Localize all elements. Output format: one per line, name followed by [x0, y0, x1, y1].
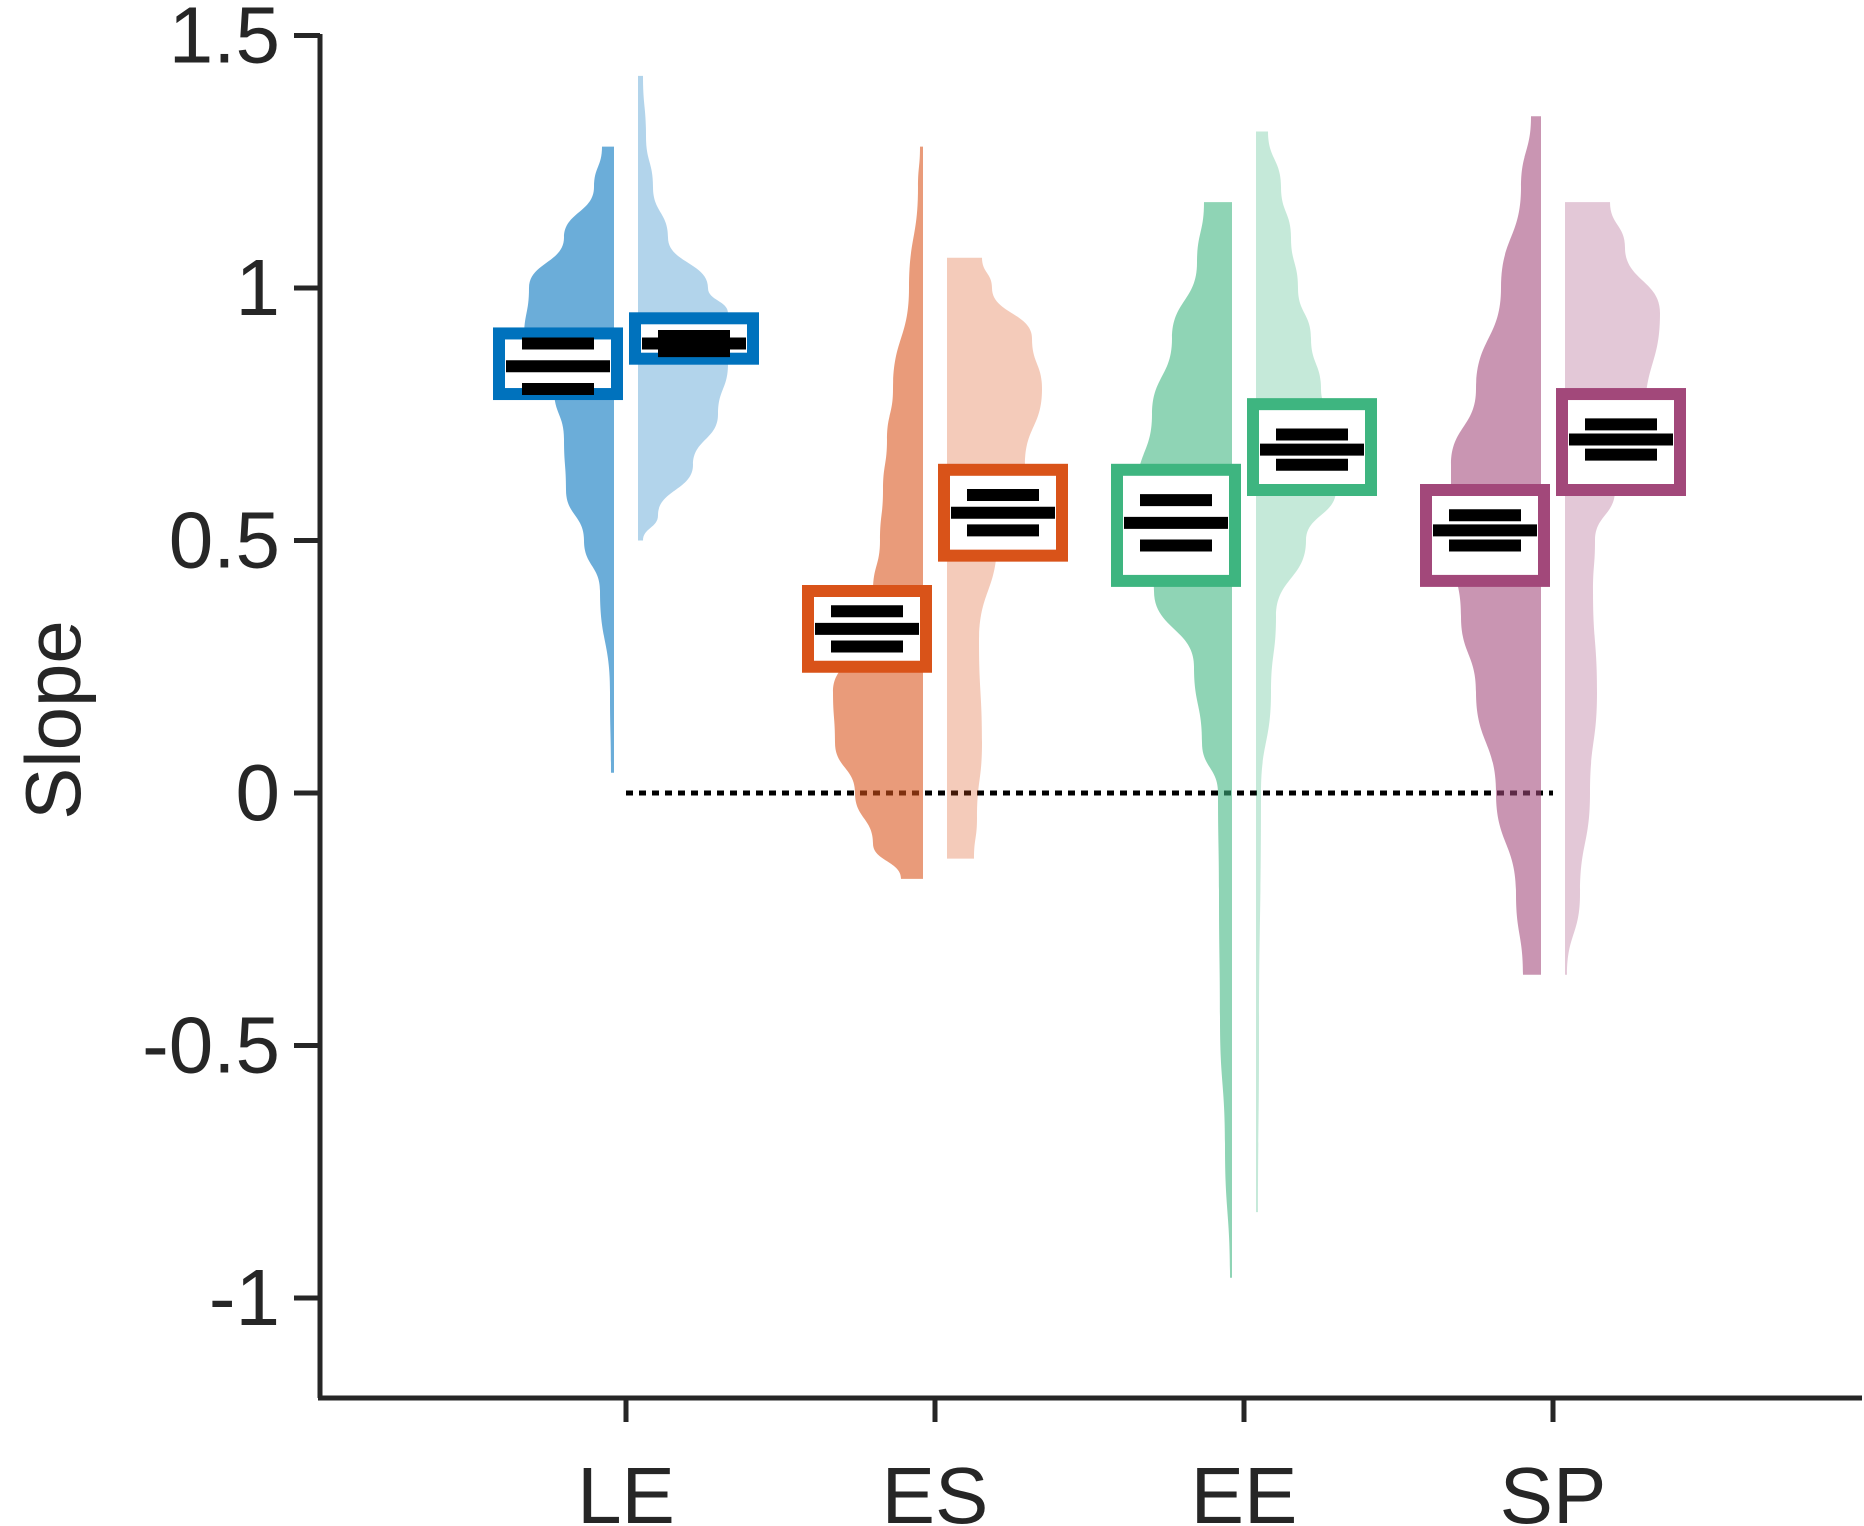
- x-tick-label-le: LE: [577, 1451, 675, 1526]
- y-tick-label: 1: [236, 243, 281, 332]
- y-ticks: 1.5 1 0.5 0 -0.5 -1: [142, 0, 320, 1342]
- y-tick-label: -0.5: [142, 1001, 280, 1090]
- axes: [317, 34, 1862, 1401]
- y-tick-label: 1.5: [169, 0, 280, 80]
- le-right-violin: [638, 75, 728, 541]
- es-left-violin: [833, 146, 923, 879]
- y-tick-label: 0: [236, 748, 281, 837]
- x-ticks: LE ES EE SP: [577, 1398, 1606, 1526]
- y-tick-label: 0.5: [169, 496, 280, 585]
- le-left-violin: [524, 146, 614, 773]
- x-tick-label-sp: SP: [1500, 1451, 1607, 1526]
- violin-group-sp: [1420, 116, 1686, 975]
- violin-group-es: [802, 146, 1068, 879]
- y-axis-label: Slope: [9, 620, 97, 820]
- y-tick-label: -1: [209, 1253, 280, 1342]
- violin-group-le: [493, 75, 759, 773]
- ee-left-violin: [1137, 202, 1232, 1278]
- plot-area: [493, 75, 1686, 1278]
- ee-right-violin: [1256, 131, 1341, 1213]
- x-tick-label-ee: EE: [1191, 1451, 1298, 1526]
- violin-group-ee: [1111, 131, 1377, 1278]
- sp-right-violin: [1565, 202, 1660, 975]
- x-tick-label-es: ES: [882, 1451, 989, 1526]
